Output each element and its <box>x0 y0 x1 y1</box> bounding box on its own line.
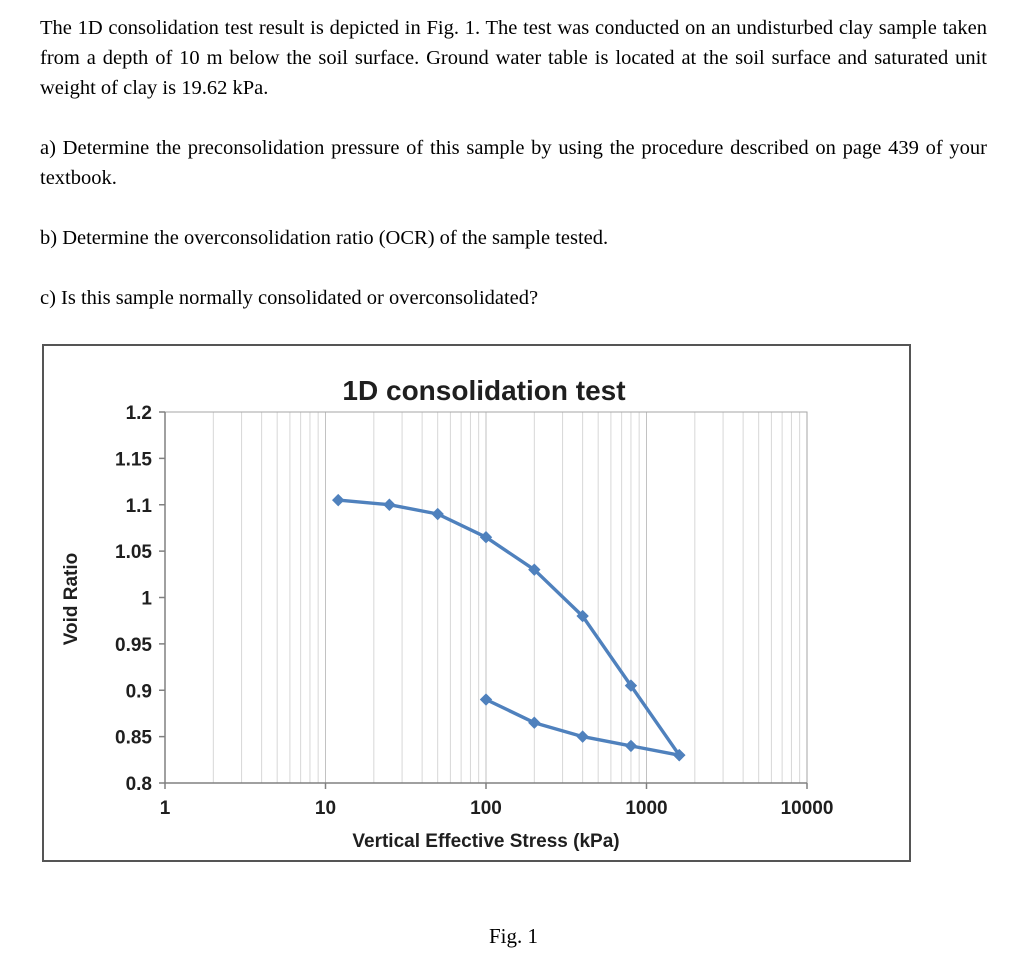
y-tick-label: 1.1 <box>126 496 153 517</box>
x-tick-label: 1 <box>160 798 171 819</box>
question-b: b) Determine the overconsolidation ratio… <box>40 227 609 249</box>
y-tick-label: 0.95 <box>115 635 152 656</box>
data-point-marker <box>528 716 541 729</box>
data-point-marker <box>479 693 493 706</box>
data-point-marker <box>383 498 396 511</box>
y-axis-title: Void Ratio <box>61 553 82 646</box>
y-tick-label: 0.85 <box>115 728 152 749</box>
question-c: c) Is this sample normally consolidated … <box>40 287 539 309</box>
x-tick-label: 10 <box>315 798 336 819</box>
question-a: a) Determine the preconsolidation pressu… <box>40 137 987 189</box>
chart-title: 1D consolidation test <box>342 375 625 406</box>
y-tick-label: 0.9 <box>126 681 152 702</box>
data-point-marker <box>431 507 444 521</box>
series-line <box>336 498 681 757</box>
y-tick-label: 1.15 <box>115 449 152 470</box>
problem-statement: The 1D consolidation test result is depi… <box>40 17 987 99</box>
figure-caption: Fig. 1 <box>488 924 538 948</box>
y-tick-label: 0.8 <box>126 774 152 795</box>
y-tick-label: 1.2 <box>126 403 152 424</box>
x-axis-title: Vertical Effective Stress (kPa) <box>352 831 619 852</box>
x-tick-label: 100 <box>470 798 502 819</box>
y-tick-label: 1.05 <box>115 542 152 563</box>
data-point-marker <box>576 730 589 743</box>
y-tick-label: 1 <box>141 589 152 610</box>
chart-frame: 1 10 100 1000 10000 1.2 1.15 1.1 1.05 1 0.95 0.9 0.8… <box>42 344 911 862</box>
consolidation-chart: 1 10 100 1000 10000 1.2 1.15 1.1 1.05 1 0.95 0.9 0.8… <box>61 375 833 852</box>
data-point-marker <box>624 739 638 753</box>
data-point-marker <box>332 493 345 507</box>
x-tick-label: 10000 <box>781 798 834 819</box>
x-tick-label: 1000 <box>625 798 667 819</box>
plot-area: 1 10 100 1000 10000 1.2 1.15 1.1 1.05 1 0.95 0.9 0.8… <box>115 403 833 819</box>
